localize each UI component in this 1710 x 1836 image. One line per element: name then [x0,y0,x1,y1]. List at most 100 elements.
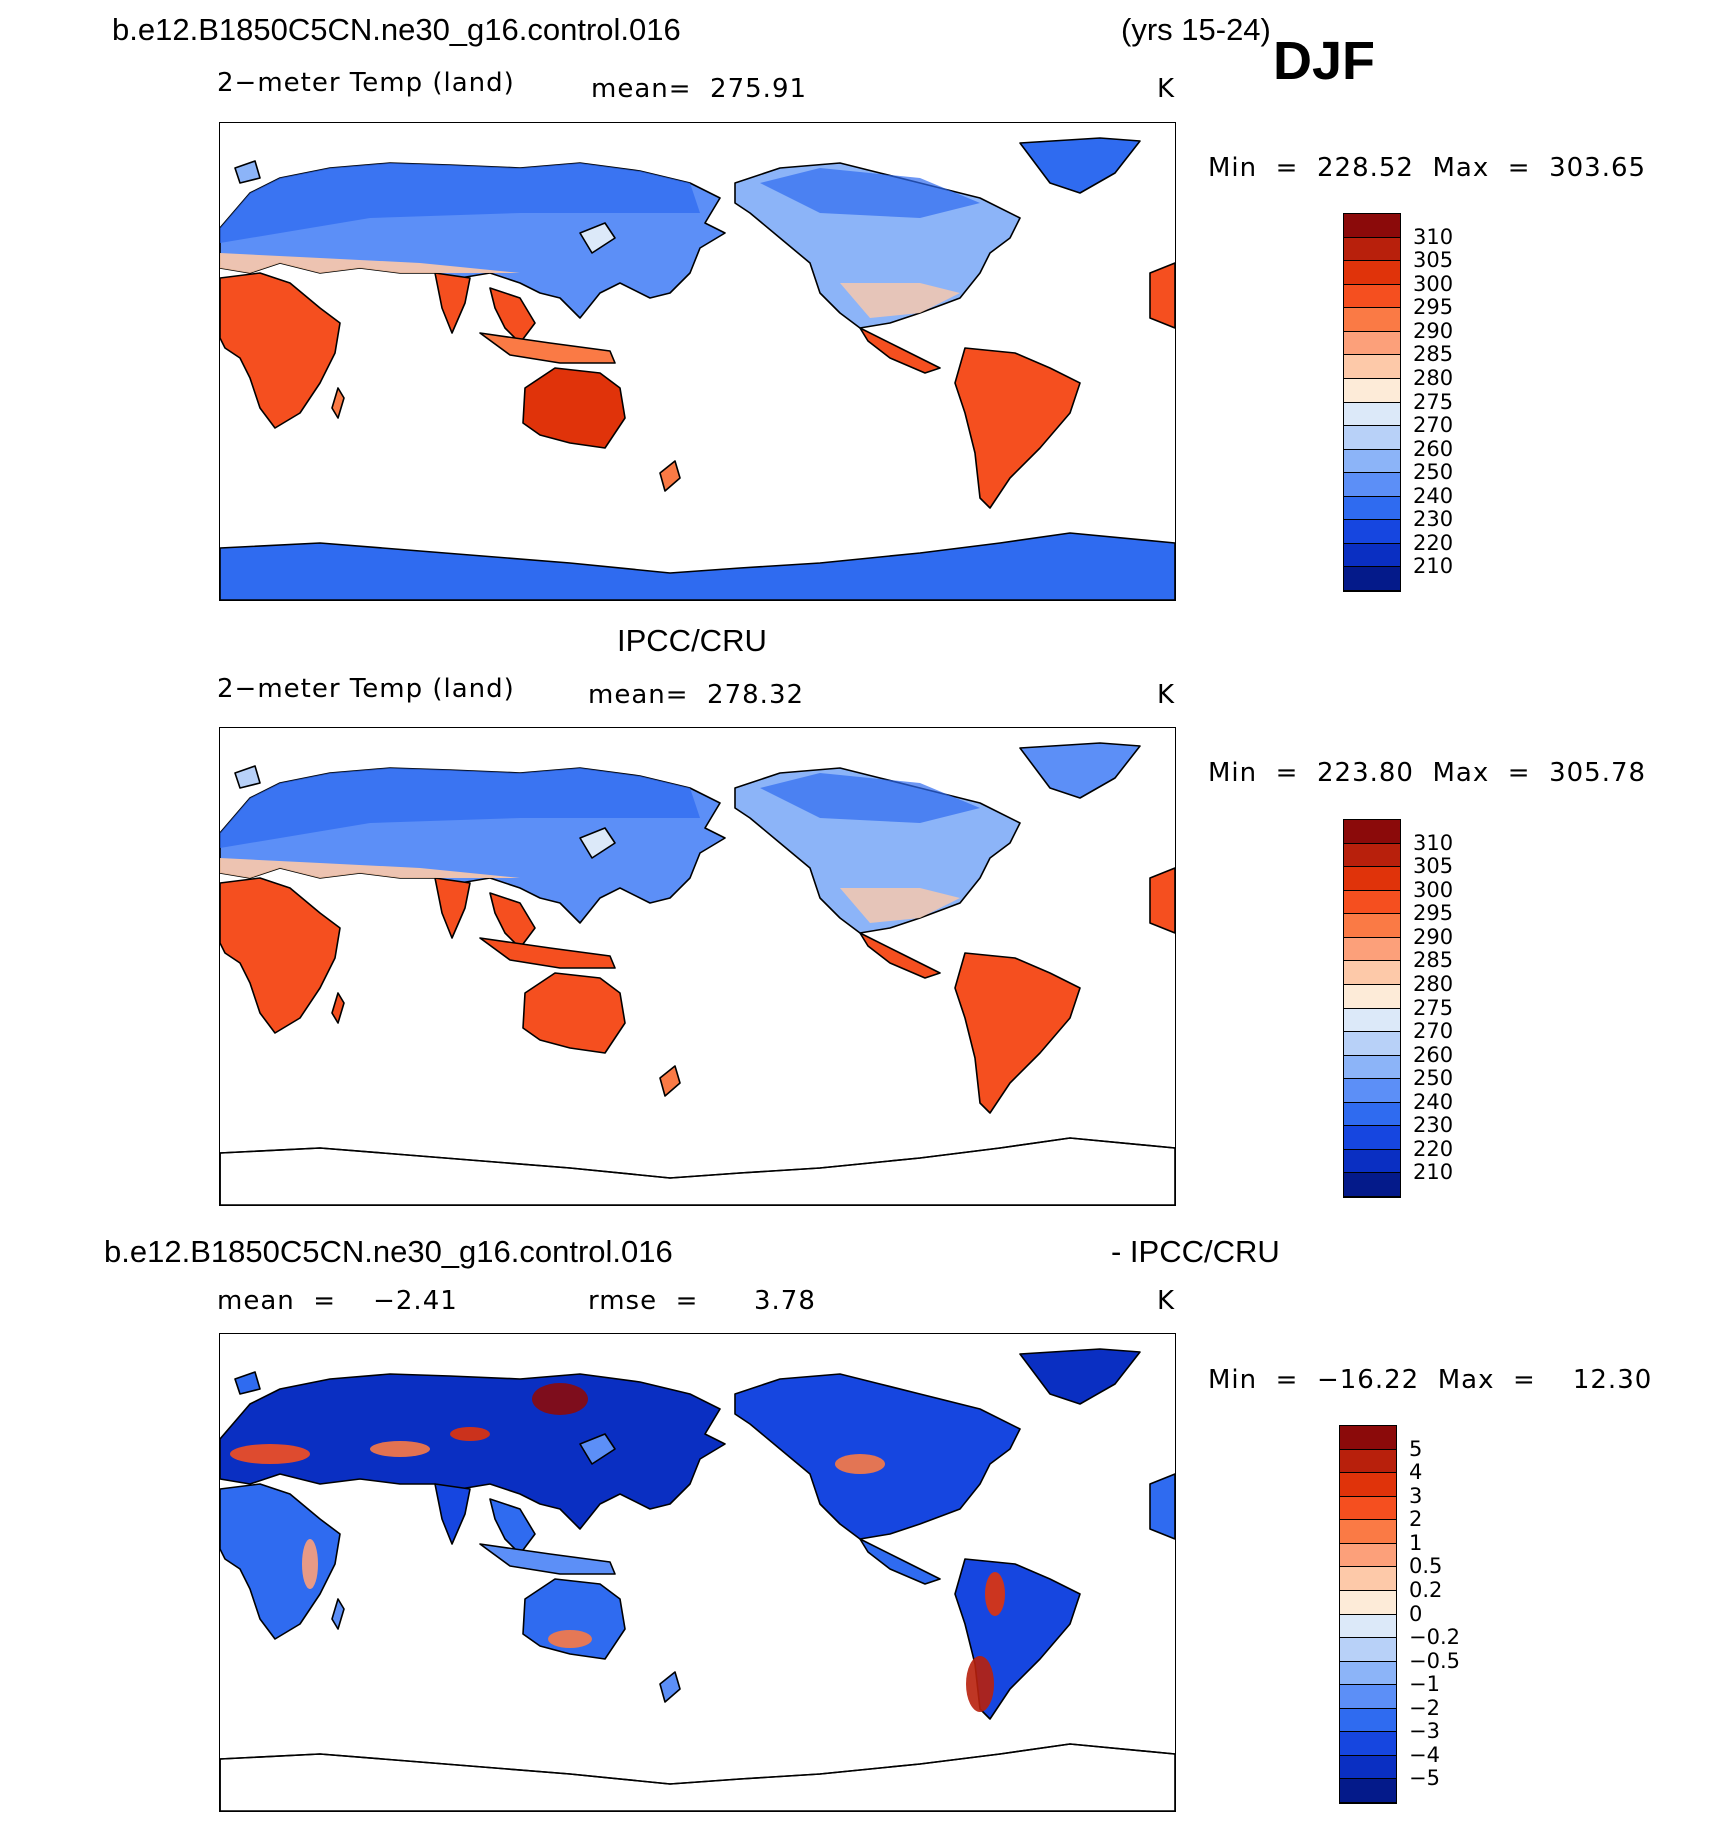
colorbar-swatch [1344,355,1400,379]
colorbar-label: 310 [1413,830,1454,855]
colorbar-label: 295 [1413,295,1454,320]
colorbar-swatch [1340,1614,1396,1639]
colorbar-swatch [1340,1543,1396,1568]
panel3-map [219,1333,1176,1812]
landmass-madagascar [331,387,345,419]
colorbar-swatch [1344,473,1400,497]
colorbar-label: 250 [1413,460,1454,485]
colorbar-label: 230 [1413,507,1454,532]
landmass-india [434,272,471,334]
landmass-uk [234,765,261,789]
landmass-nz [659,460,681,492]
colorbar-swatch [1344,237,1400,262]
colorbar-swatch [1344,308,1400,332]
anomaly-spot [450,1427,490,1441]
colorbar-swatch [1344,1032,1400,1056]
colorbar-label: 285 [1413,948,1454,973]
mid-lat-overlay [220,858,520,878]
landmass-nz [659,1065,681,1097]
colorbar-swatch [1344,914,1400,938]
colorbar-label: 3 [1409,1483,1423,1508]
colorbar-label: −1 [1409,1672,1440,1697]
colorbar-swatch [1344,867,1400,891]
colorbar-label: 5 [1409,1436,1423,1461]
land-layer [220,137,1175,600]
colorbar-label: 210 [1413,1160,1454,1185]
antarctica-outline [220,1743,1175,1811]
landmass-australia [522,972,626,1054]
panel1-minmax: Min = 228.52 Max = 303.65 [1208,153,1647,183]
colorbar-label: 300 [1413,877,1454,902]
mid-lat-overlay [220,253,520,273]
landmass-antarctica [220,1137,1175,1205]
panel3-mean: mean = −2.41 [217,1286,458,1316]
landmass-wafrica [1149,867,1175,934]
colorbar-label: 270 [1413,413,1454,438]
anomaly-spot [302,1539,318,1589]
panel1-colorbar [1343,213,1401,592]
landmass-india [434,1483,471,1545]
colorbar-swatch [1340,1755,1396,1780]
colorbar-swatch [1344,890,1400,915]
landmass-madagascar [331,1598,345,1630]
colorbar-label: 290 [1413,924,1454,949]
landmass-cam [859,932,941,979]
colorbar-label: 2 [1409,1507,1423,1532]
colorbar-swatch [1344,520,1400,544]
landmass-greenland [1019,1348,1141,1405]
na-cold-overlay [760,773,980,823]
colorbar-swatch [1344,261,1400,285]
landmass-antarctica [220,1743,1175,1811]
cold-overlay [220,163,700,243]
panel2-title: IPCC/CRU [617,623,767,658]
colorbar-label: 240 [1413,483,1454,508]
landmass-madagascar [331,992,345,1024]
anomaly-spot [548,1630,592,1648]
landmass-india [434,877,471,939]
panel2-variable: 2−meter Temp (land) [217,674,515,704]
landmass-japan [579,827,616,859]
anomaly-spot [966,1656,994,1712]
landmass-japan [579,222,616,254]
colorbar-label: 220 [1413,530,1454,555]
antarctica-outline [220,1137,1175,1205]
colorbar-label: 260 [1413,1042,1454,1067]
panel1-variable: 2−meter Temp (land) [217,68,515,98]
colorbar-swatch [1344,426,1400,450]
panel3-units: K [1157,1286,1176,1316]
landmass-africa [220,877,341,1034]
colorbar-swatch [1344,331,1400,356]
season-label: DJF [1273,31,1376,91]
colorbar-swatch [1344,843,1400,868]
colorbar-swatch [1344,1173,1400,1197]
colorbar-swatch [1340,1661,1396,1686]
colorbar-swatch [1340,1685,1396,1709]
landmass-greenland [1019,742,1141,799]
panel3-minmax: Min = −16.22 Max = 12.30 [1208,1365,1653,1395]
colorbar-swatch [1340,1779,1396,1803]
landmass-cam [859,327,941,374]
colorbar-swatch [1344,1079,1400,1103]
colorbar-label: 305 [1413,248,1454,273]
colorbar-label: 300 [1413,271,1454,296]
colorbar-label: 0.5 [1409,1554,1443,1579]
colorbar-label: 275 [1413,995,1454,1020]
colorbar-swatch [1344,1055,1400,1080]
cold-overlay [220,768,700,848]
anomaly-spot [985,1572,1005,1616]
colorbar-swatch [1344,449,1400,474]
panel3-rmse: rmse = 3.78 [588,1286,816,1316]
colorbar-swatch [1344,961,1400,985]
landmass-africa [220,272,341,429]
panel1-map [219,122,1176,601]
landmass-namerica [734,1373,1021,1540]
panel3-colorbar [1339,1425,1397,1804]
landmass-nz [659,1671,681,1703]
landmass-cam [859,1538,941,1585]
colorbar-swatch [1344,567,1400,591]
colorbar-label: 210 [1413,554,1454,579]
colorbar-swatch [1340,1708,1396,1733]
colorbar-label: 280 [1413,365,1454,390]
colorbar-label: 4 [1409,1460,1423,1485]
colorbar-swatch [1344,284,1400,309]
